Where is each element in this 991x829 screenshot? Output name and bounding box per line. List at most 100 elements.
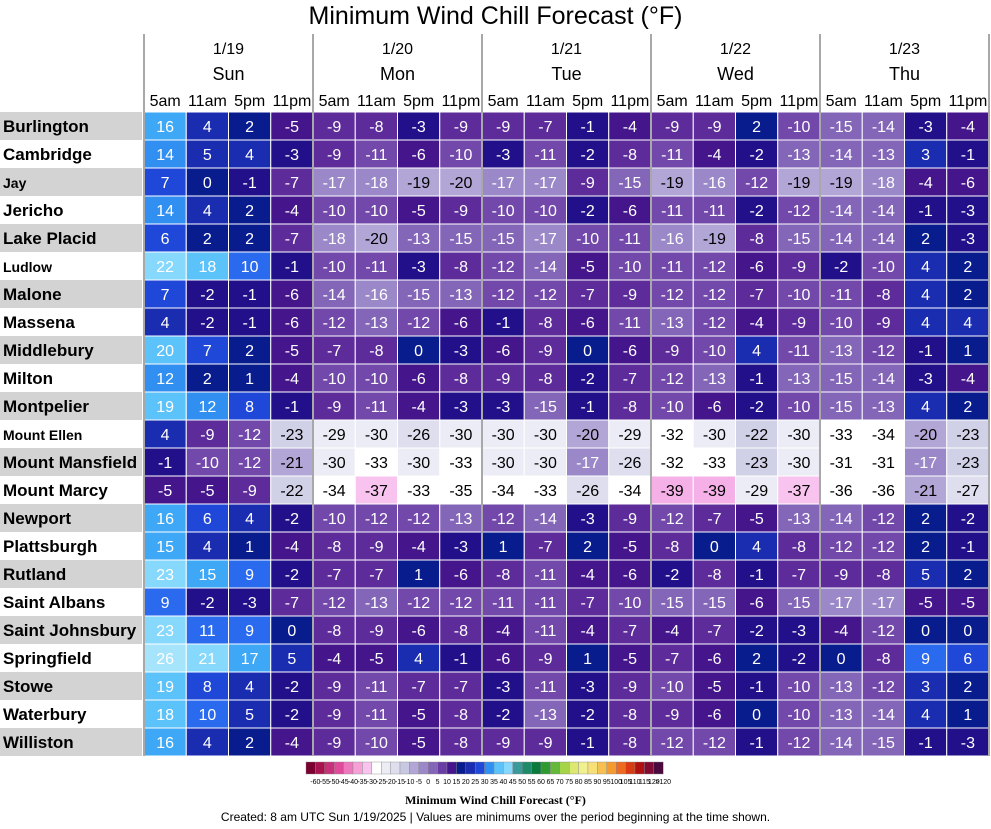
cell-value: 2 [921,511,930,528]
cell-value: -9 [792,259,806,276]
cell-value: 0 [583,343,592,360]
legend-tick-label: -5 [416,779,422,786]
heatmap-cell [143,447,187,477]
cell-value: -12 [872,511,895,528]
cell-value: -9 [200,427,214,444]
cell-value: 4 [921,259,930,276]
cell-value: 20 [156,343,174,360]
cell-value: -5 [285,343,299,360]
heatmap-cell [946,223,990,253]
legend-color-swatch [653,761,664,775]
cell-value: 0 [963,623,972,640]
cell-value: -2 [792,651,806,668]
heatmap-cell [861,699,905,729]
time-label: 11pm [610,93,649,110]
day-date-label: 1/20 [382,41,413,58]
heatmap-cell [904,531,948,561]
heatmap-cell [608,167,652,197]
heatmap-cell [397,531,441,561]
time-label: 11am [695,93,734,110]
heatmap-cell [946,671,990,701]
time-label: 5pm [741,93,772,110]
heatmap-cell [566,251,610,281]
cell-value: -7 [538,539,552,556]
heatmap-cell [228,671,272,701]
legend-color-swatch [456,761,466,775]
heatmap-cell [312,531,356,561]
cell-value: -10 [787,119,810,136]
cell-value: -2 [496,707,510,724]
time-label: 11pm [779,93,818,110]
cell-value: -36 [830,483,853,500]
cell-value: -7 [581,287,595,304]
legend-tick-label: 45 [509,779,517,786]
cell-value: -2 [200,595,214,612]
cell-value: 2 [752,119,761,136]
cell-value: -10 [365,371,388,388]
cell-value: -3 [454,539,468,556]
cell-value: 5 [287,651,296,668]
heatmap-cell [228,363,272,393]
cell-value: -10 [703,343,726,360]
heatmap-cell [143,167,187,197]
heatmap-cell [650,475,694,505]
heatmap-cell [439,671,483,701]
cell-value: -9 [454,203,468,220]
cell-value: -29 [745,483,768,500]
heatmap-cell [270,251,314,281]
cell-value: -13 [872,399,895,416]
heatmap-cell [861,475,905,505]
heatmap-cell [777,531,821,561]
cell-value: -15 [830,399,853,416]
cell-value: -1 [581,119,595,136]
location-row-background [0,168,142,196]
heatmap-cell [861,167,905,197]
cell-value: 0 [710,539,719,556]
cell-value: -7 [454,679,468,696]
cell-value: -23 [280,427,303,444]
cell-value: 1 [583,651,592,668]
heatmap-cell [735,195,779,225]
cell-value: -11 [661,203,683,220]
cell-value: -14 [830,147,853,164]
legend-tick-label: 35 [490,779,498,786]
location-label: Springfield [3,649,92,668]
cell-value: -30 [407,455,430,472]
heatmap-cell [735,167,779,197]
location-label: Milton [3,369,53,388]
day-name-label: Tue [551,64,581,84]
location-row-background [0,364,142,392]
time-label: 5pm [403,93,434,110]
cell-value: 7 [161,287,170,304]
cell-value: 0 [287,623,296,640]
legend-color-swatch [503,761,513,775]
heatmap-cell [777,335,821,365]
cell-value: -12 [787,203,810,220]
cell-value: -14 [830,203,853,220]
cell-value: -4 [412,539,426,556]
heatmap-cell [946,363,990,393]
cell-value: -8 [454,371,468,388]
cell-value: -12 [872,623,895,640]
cell-value: -2 [834,259,848,276]
heatmap-cell [270,643,314,673]
heatmap-cell [608,447,652,477]
heatmap-cell [312,503,356,533]
legend-tick-label: 70 [556,779,564,786]
cell-value: -1 [961,147,975,164]
legend-color-swatch [512,761,523,775]
legend-color-swatch [522,761,532,775]
heatmap-cell [354,559,398,589]
heatmap-cell [312,139,356,169]
heatmap-cell [777,671,821,701]
heatmap-cell [861,307,905,337]
cell-value: -23 [956,455,979,472]
legend-color-swatch [305,761,316,775]
time-label: 11pm [948,93,987,110]
cell-value: -12 [365,511,388,528]
heatmap-cell [861,363,905,393]
heatmap-cell [692,671,736,701]
cell-value: 6 [963,651,972,668]
cell-value: -19 [407,175,430,192]
heatmap-cell [481,559,525,589]
